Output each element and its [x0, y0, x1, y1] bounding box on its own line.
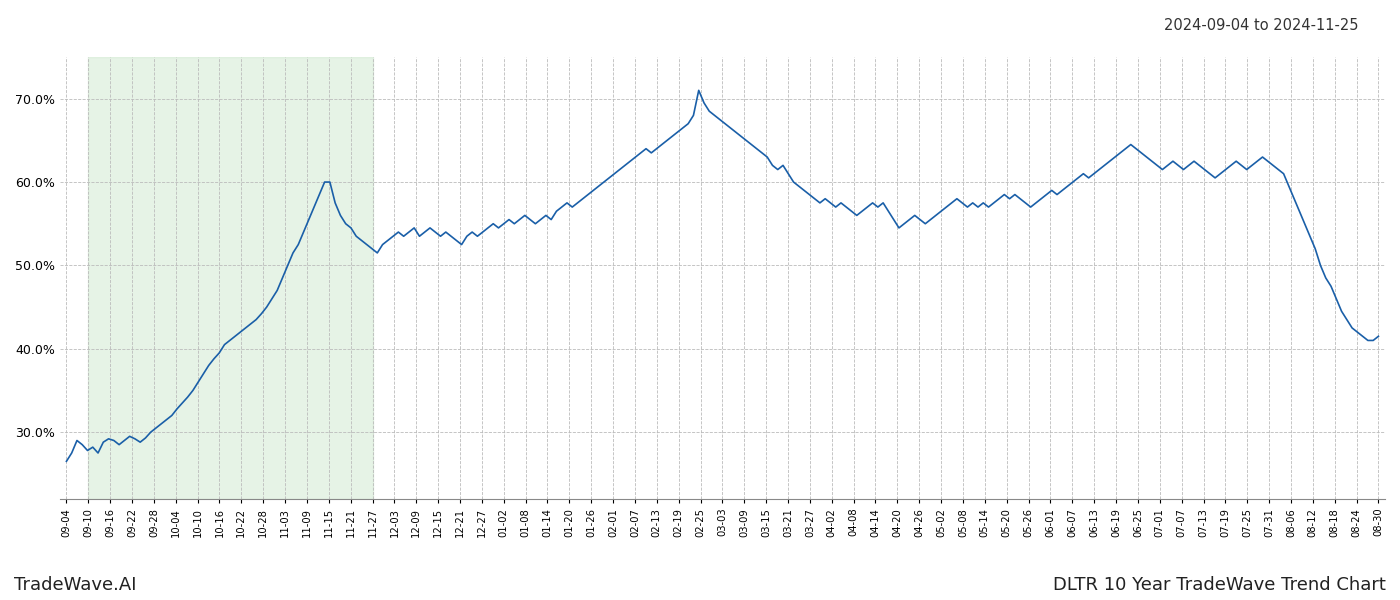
Text: 2024-09-04 to 2024-11-25: 2024-09-04 to 2024-11-25 — [1163, 18, 1358, 33]
Text: DLTR 10 Year TradeWave Trend Chart: DLTR 10 Year TradeWave Trend Chart — [1053, 576, 1386, 594]
Text: TradeWave.AI: TradeWave.AI — [14, 576, 137, 594]
Bar — [88, 57, 372, 499]
